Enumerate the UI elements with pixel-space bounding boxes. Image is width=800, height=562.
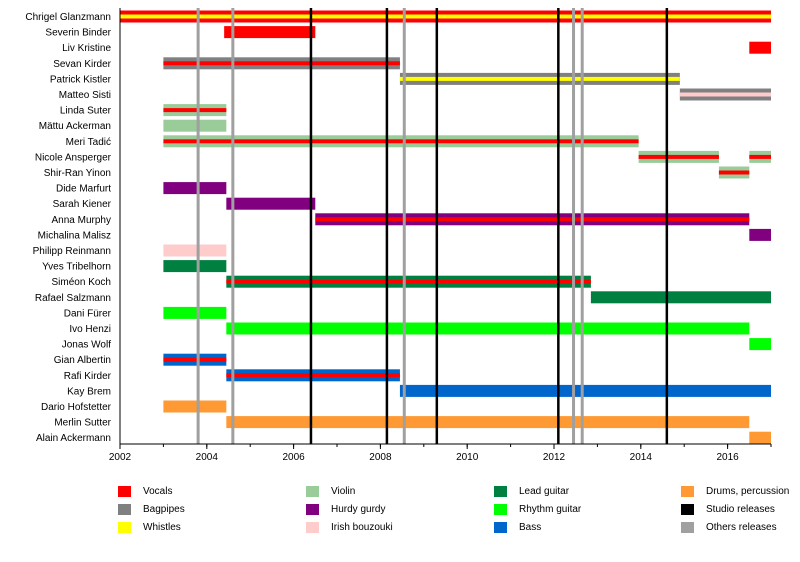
member-label: Michalina Malisz (38, 230, 111, 241)
member-label: Merlin Sutter (54, 418, 111, 429)
bar-stripe-8-0 (163, 139, 639, 144)
x-tick-labels: 2002 2004 2006 2008 2010 2012 2014 2016 (109, 452, 739, 463)
member-label: Dide Marfurt (56, 184, 111, 195)
bar-11-0 (163, 182, 227, 195)
member-label: Linda Suter (60, 106, 112, 117)
member-label: Anna Murphy (52, 215, 111, 226)
member-label: Chrigel Glanzmann (25, 12, 111, 23)
x-tick-label: 2008 (369, 452, 392, 463)
x-tick-label: 2016 (716, 452, 739, 463)
member-label: Severin Binder (45, 28, 111, 39)
bar-19-0 (163, 306, 227, 319)
member-label: Rafael Salzmann (35, 293, 111, 304)
bar-2-0 (749, 41, 771, 54)
bar-stripe-6-0 (163, 108, 227, 113)
release-lines (196, 8, 669, 444)
bar-24-0 (399, 384, 771, 397)
bar-1-0 (224, 26, 316, 39)
member-label: Matteo Sisti (59, 90, 111, 101)
bar-16-0 (163, 260, 227, 273)
member-labels: Chrigel Glanzmann Severin Binder Liv Krist… (25, 12, 111, 444)
bar-20-0 (226, 322, 750, 335)
member-bars (120, 10, 771, 444)
member-label: Meri Tadić (66, 137, 111, 148)
member-label: Yves Tribelhorn (42, 262, 111, 273)
bar-stripe-17-0 (226, 279, 591, 284)
member-label: Dani Fürer (64, 308, 112, 319)
member-label: Ivo Henzi (69, 324, 111, 335)
x-tick-label: 2014 (630, 452, 653, 463)
member-label: Alain Ackermann (36, 433, 111, 444)
x-tick-label: 2004 (196, 452, 219, 463)
member-label: Sarah Kiener (53, 199, 112, 210)
member-label: Siméon Koch (52, 277, 111, 288)
member-label: Kay Brem (67, 386, 111, 397)
bar-14-0 (749, 228, 771, 241)
member-label: Liv Kristine (62, 43, 111, 54)
bar-stripe-13-0 (315, 217, 750, 222)
bar-25-0 (163, 400, 227, 413)
member-label: Jonas Wolf (62, 340, 112, 351)
member-label: Nicole Ansperger (35, 152, 112, 163)
x-tick-label: 2010 (456, 452, 479, 463)
bar-stripe-10-0 (718, 170, 750, 175)
member-label: Dario Hofstetter (41, 402, 112, 413)
member-label: Patrick Kistler (50, 74, 112, 85)
x-tick-label: 2006 (282, 452, 305, 463)
bar-18-0 (590, 291, 771, 304)
bar-15-0 (163, 244, 227, 257)
x-tick-label: 2002 (109, 452, 132, 463)
bar-21-0 (749, 338, 771, 351)
bar-7-0 (163, 119, 227, 132)
member-label: Gian Albertin (54, 355, 111, 366)
bar-stripe-22-0 (163, 357, 227, 362)
bar-26-0 (226, 416, 750, 429)
bar-stripe-23-0 (226, 373, 400, 378)
member-label: Mättu Ackerman (39, 121, 111, 132)
bar-stripe-5-0 (679, 92, 771, 97)
x-tick-label: 2012 (543, 452, 566, 463)
bar-stripe-0-0 (120, 14, 771, 19)
bar-27-0 (749, 431, 771, 444)
bar-stripe-4-0 (399, 76, 680, 81)
axes (119, 8, 772, 449)
bar-stripe-9-1 (749, 154, 771, 159)
member-label: Shir-Ran Yinon (44, 168, 111, 179)
bar-stripe-3-0 (163, 61, 400, 66)
bar-12-0 (226, 197, 316, 210)
member-label: Sevan Kirder (53, 59, 111, 70)
member-label: Philipp Reinmann (33, 246, 111, 257)
member-label: Rafi Kirder (64, 371, 112, 382)
bar-stripe-9-0 (638, 154, 719, 159)
